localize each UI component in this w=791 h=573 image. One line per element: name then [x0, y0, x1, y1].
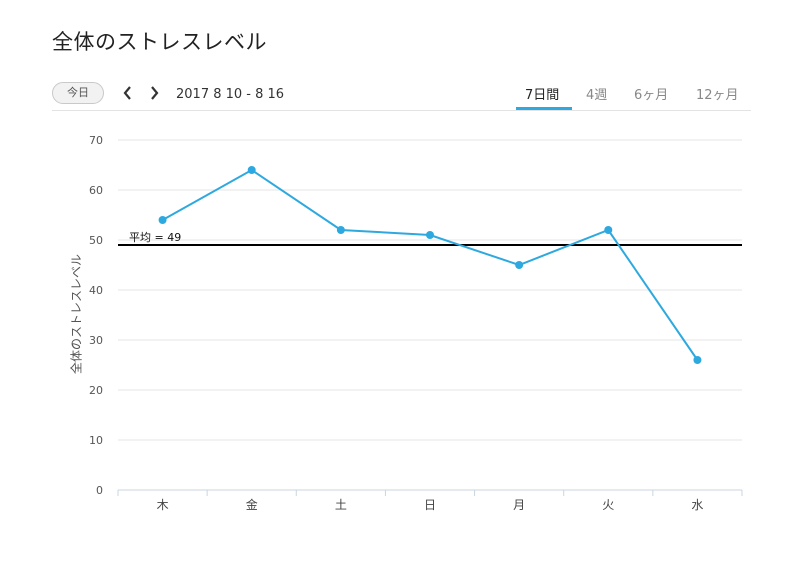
active-tab-indicator [516, 107, 572, 110]
x-tick-label: 日 [424, 498, 436, 512]
chevron-left-icon[interactable] [120, 83, 136, 103]
tab-12-months[interactable]: 12ヶ月 [696, 88, 739, 103]
x-tick-label: 金 [246, 497, 258, 512]
data-point[interactable] [158, 216, 167, 224]
tab-6-months[interactable]: 6ヶ月 [634, 88, 669, 103]
tab-4-weeks[interactable]: 4週 [586, 88, 608, 103]
average-label: 平均 = 49 [129, 231, 181, 244]
y-tick-label: 70 [89, 134, 103, 147]
chevron-right-icon[interactable] [146, 83, 162, 103]
y-tick-label: 10 [89, 434, 103, 447]
data-point[interactable] [336, 226, 345, 234]
page-title: 全体のストレスレベル [52, 30, 267, 54]
today-button[interactable]: 今日 [52, 82, 104, 104]
y-tick-label: 40 [89, 284, 103, 297]
x-tick-label: 火 [602, 498, 614, 512]
y-tick-label: 60 [89, 184, 103, 197]
date-range: 2017 8 10 - 8 16 [176, 87, 285, 102]
x-tick-label: 土 [335, 498, 347, 512]
y-tick-label: 30 [89, 334, 103, 347]
y-tick-label: 20 [89, 384, 103, 397]
tab-7-days[interactable]: 7日間 [525, 88, 560, 103]
x-tick-label: 月 [513, 498, 525, 512]
data-point[interactable] [426, 231, 434, 239]
toolbar: 今日 2017 8 10 - 8 16 7日間 4週 6ヶ月 12ヶ月 [52, 80, 751, 111]
y-tick-label: 0 [96, 484, 103, 497]
data-point[interactable] [515, 261, 524, 269]
data-point[interactable] [604, 226, 613, 234]
y-axis-label: 全体のストレスレベル [69, 253, 84, 375]
data-point[interactable] [247, 166, 256, 174]
data-point[interactable] [693, 356, 702, 364]
x-tick-label: 木 [157, 498, 169, 512]
series-line [162, 168, 699, 361]
x-tick-label: 水 [691, 498, 703, 512]
y-tick-label: 50 [89, 234, 103, 247]
